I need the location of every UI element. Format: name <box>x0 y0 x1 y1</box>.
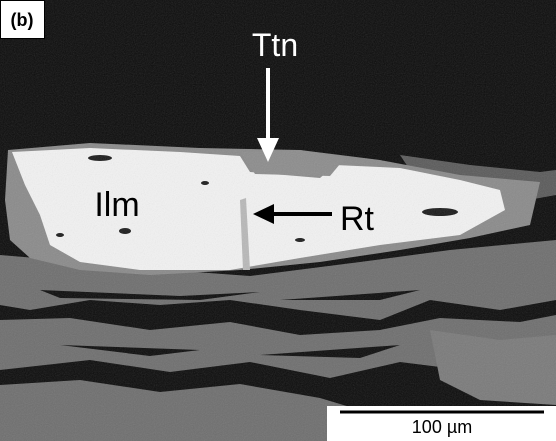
scale-bar-label: 100 µm <box>412 417 472 437</box>
arrow-head-ttn <box>257 138 279 162</box>
label-ttn: Ttn <box>252 27 298 63</box>
label-rt: Rt <box>340 200 375 238</box>
arrow-head-rt <box>253 204 274 224</box>
panel-label: (b) <box>11 10 34 30</box>
panel-label-box <box>0 0 45 39</box>
label-ilm: Ilm <box>94 186 139 224</box>
